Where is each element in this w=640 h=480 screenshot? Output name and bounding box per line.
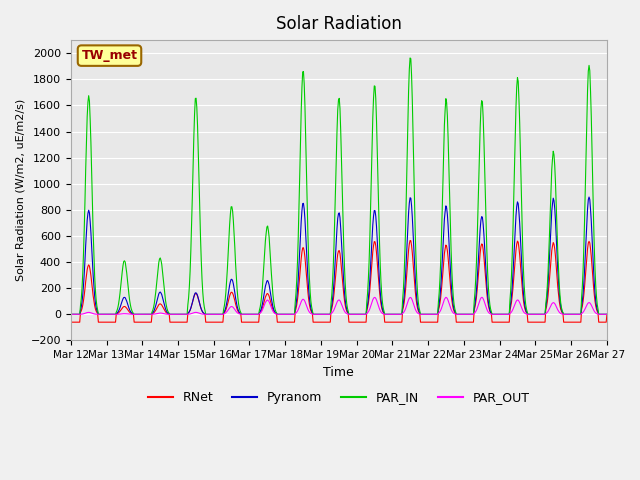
Legend: RNet, Pyranom, PAR_IN, PAR_OUT: RNet, Pyranom, PAR_IN, PAR_OUT: [143, 386, 535, 409]
X-axis label: Time: Time: [323, 366, 354, 379]
Title: Solar Radiation: Solar Radiation: [276, 15, 402, 33]
Text: TW_met: TW_met: [81, 49, 138, 62]
Y-axis label: Solar Radiation (W/m2, uE/m2/s): Solar Radiation (W/m2, uE/m2/s): [15, 99, 25, 281]
